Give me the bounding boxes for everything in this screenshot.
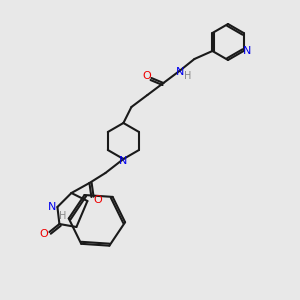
Text: N: N xyxy=(119,156,128,166)
Text: N: N xyxy=(242,46,251,56)
Text: N: N xyxy=(176,67,184,77)
Text: N: N xyxy=(48,202,57,212)
Text: O: O xyxy=(142,71,151,81)
Text: O: O xyxy=(39,229,48,239)
Text: H: H xyxy=(59,211,66,221)
Text: O: O xyxy=(93,195,102,205)
Text: H: H xyxy=(184,71,191,81)
